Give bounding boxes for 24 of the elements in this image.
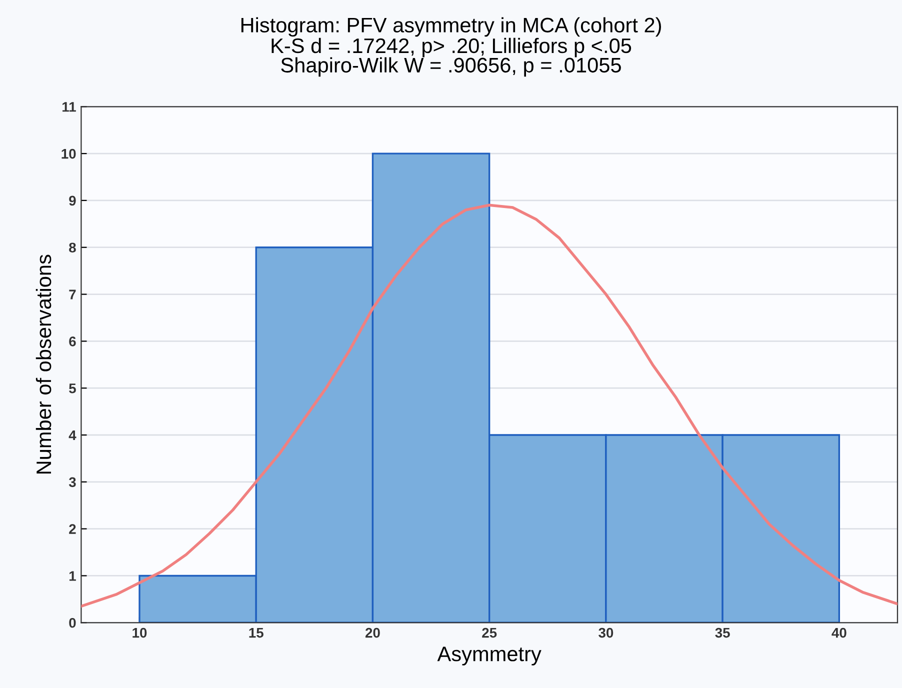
x-tick-label: 40 (832, 628, 846, 638)
y-tick-label: 11 (62, 102, 76, 112)
y-tick-label: 7 (69, 290, 76, 300)
chart-subtitle: K-S d = .17242, p> .20; Lilliefors p <.05 Shapiro-Wilk W = .90656, p = .01055 (272, 38, 632, 77)
x-tick-label: 10 (132, 628, 147, 638)
y-tick-label: 6 (69, 336, 76, 346)
x-axis-title: Asymmetry (437, 646, 542, 666)
y-tick-label: 8 (69, 242, 76, 253)
y-tick-label: 0 (69, 618, 76, 628)
x-tick-label: 35 (715, 628, 730, 638)
y-tick-label: 2 (69, 524, 76, 534)
y-tick-label: 4 (68, 430, 76, 440)
x-tick-label: 20 (365, 628, 380, 638)
line-series (81, 204, 898, 608)
x-tick-label: 15 (249, 628, 264, 638)
y-tick-label: 9 (69, 196, 76, 206)
y-tick-label: 5 (69, 384, 76, 394)
chart-title: Histogram: PFV asymmetry in MCA (cohort 2) (241, 17, 661, 37)
y-tick-label: 10 (62, 148, 76, 159)
y-tick-label: 1 (69, 571, 76, 581)
y-axis-title: Number of observations (36, 254, 52, 474)
x-tick-label: 30 (598, 628, 614, 638)
x-tick-label: 25 (482, 628, 497, 638)
y-tick-label: 3 (68, 477, 76, 488)
